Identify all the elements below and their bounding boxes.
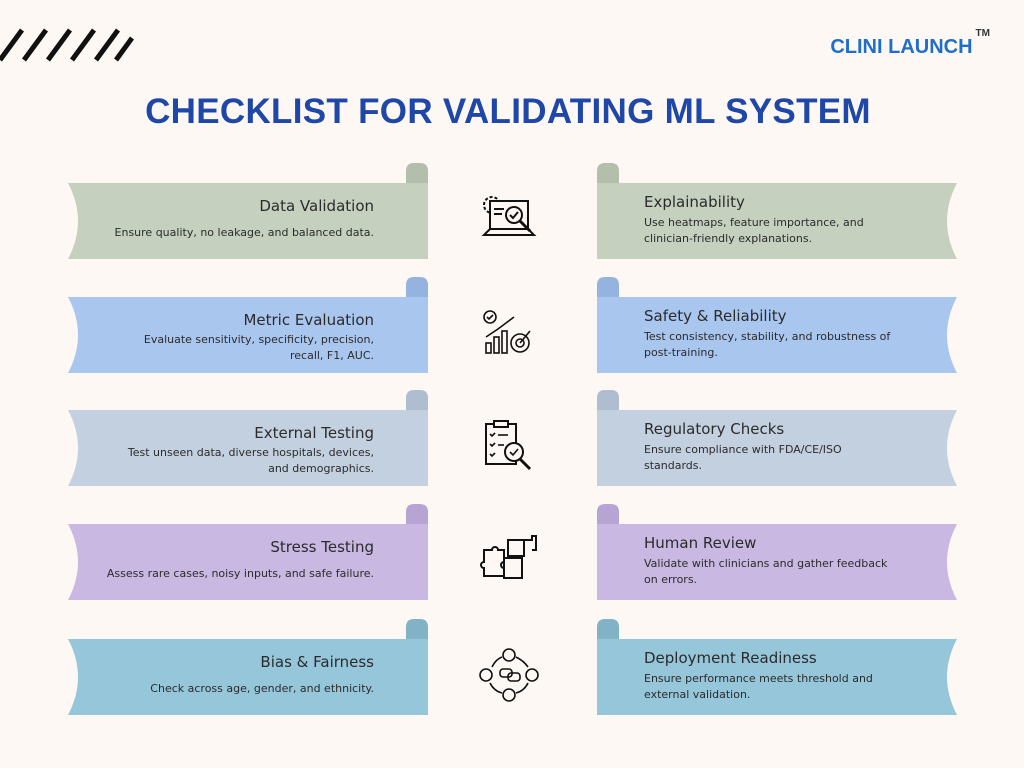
banner-description: Test unseen data, diverse hospitals, dev… xyxy=(127,446,374,459)
banner-description: Test consistency, stability, and robustn… xyxy=(644,330,891,343)
banner-description: Ensure performance meets threshold and xyxy=(644,672,873,685)
decorative-stripes xyxy=(0,28,135,62)
right-banner-5: Deployment Readiness Ensure performance m… xyxy=(597,619,957,715)
banner-shape xyxy=(68,504,428,600)
right-banner-2: Safety & Reliability Test consistency, st… xyxy=(597,277,957,373)
right-banner-3: Regulatory Checks Ensure compliance with … xyxy=(597,390,957,486)
banner-description: recall, F1, AUC. xyxy=(289,349,374,362)
left-banner-4: Stress Testing Assess rare cases, noisy i… xyxy=(68,504,428,600)
banner-title: Data Validation xyxy=(259,197,374,215)
banner-title: Deployment Readiness xyxy=(644,649,817,667)
people-communication-cycle-icon xyxy=(479,648,539,702)
banner-shape xyxy=(597,163,957,259)
banner-description: Evaluate sensitivity, specificity, preci… xyxy=(143,333,374,346)
banner-title: Regulatory Checks xyxy=(644,420,785,438)
banner-title: Human Review xyxy=(644,534,757,552)
page-title: CHECKLIST FOR VALIDATING ML SYSTEM xyxy=(145,92,871,131)
banner-description: clinician-friendly explanations. xyxy=(644,232,813,245)
banner-title: Safety & Reliability xyxy=(644,307,787,325)
banner-description: Use heatmaps, feature importance, and xyxy=(644,216,864,229)
banner-title: Stress Testing xyxy=(270,538,374,556)
banner-description: Check across age, gender, and ethnicity. xyxy=(150,682,374,695)
brand: CLINI LAUNCH TM xyxy=(830,28,990,59)
banner-title: Explainability xyxy=(644,193,745,211)
banner-shape xyxy=(597,277,957,373)
banner-title: External Testing xyxy=(254,424,374,442)
banner-shape xyxy=(68,163,428,259)
left-banner-2: Metric Evaluation Evaluate sensitivity, s… xyxy=(68,277,428,373)
banner-description: standards. xyxy=(644,459,703,472)
puzzle-pieces-icon xyxy=(480,535,537,579)
left-banner-5: Bias & Fairness Check across age, gender,… xyxy=(68,619,428,715)
banner-shape xyxy=(68,619,428,715)
banner-description: and demographics. xyxy=(268,462,374,475)
laptop-magnifier-icon xyxy=(481,196,537,236)
left-banner-1: Data Validation Ensure quality, no leakag… xyxy=(68,163,428,259)
banner-shape xyxy=(597,619,957,715)
banner-shape xyxy=(68,390,428,486)
left-banner-3: External Testing Test unseen data, divers… xyxy=(68,390,428,486)
banner-description: external validation. xyxy=(644,688,751,701)
banner-description: Ensure quality, no leakage, and balanced… xyxy=(114,226,374,239)
brand-logo: CLINI LAUNCH xyxy=(830,36,973,58)
clipboard-checklist-icon xyxy=(485,420,532,471)
growth-chart-target-icon xyxy=(483,310,531,354)
banner-shape xyxy=(597,504,957,600)
trademark: TM xyxy=(975,28,990,39)
banner-description: Assess rare cases, noisy inputs, and saf… xyxy=(106,567,374,580)
right-banner-4: Human Review Validate with clinicians and… xyxy=(597,504,957,600)
banner-shape xyxy=(597,390,957,486)
banner-shape xyxy=(68,277,428,373)
banner-title: Metric Evaluation xyxy=(243,311,374,329)
banner-title: Bias & Fairness xyxy=(260,653,374,671)
banner-description: on errors. xyxy=(644,573,698,586)
banner-description: post-training. xyxy=(644,346,718,359)
banner-description: Ensure compliance with FDA/CE/ISO xyxy=(644,443,842,456)
right-banner-1: Explainability Use heatmaps, feature impo… xyxy=(597,163,957,259)
banner-description: Validate with clinicians and gather feed… xyxy=(644,557,888,570)
